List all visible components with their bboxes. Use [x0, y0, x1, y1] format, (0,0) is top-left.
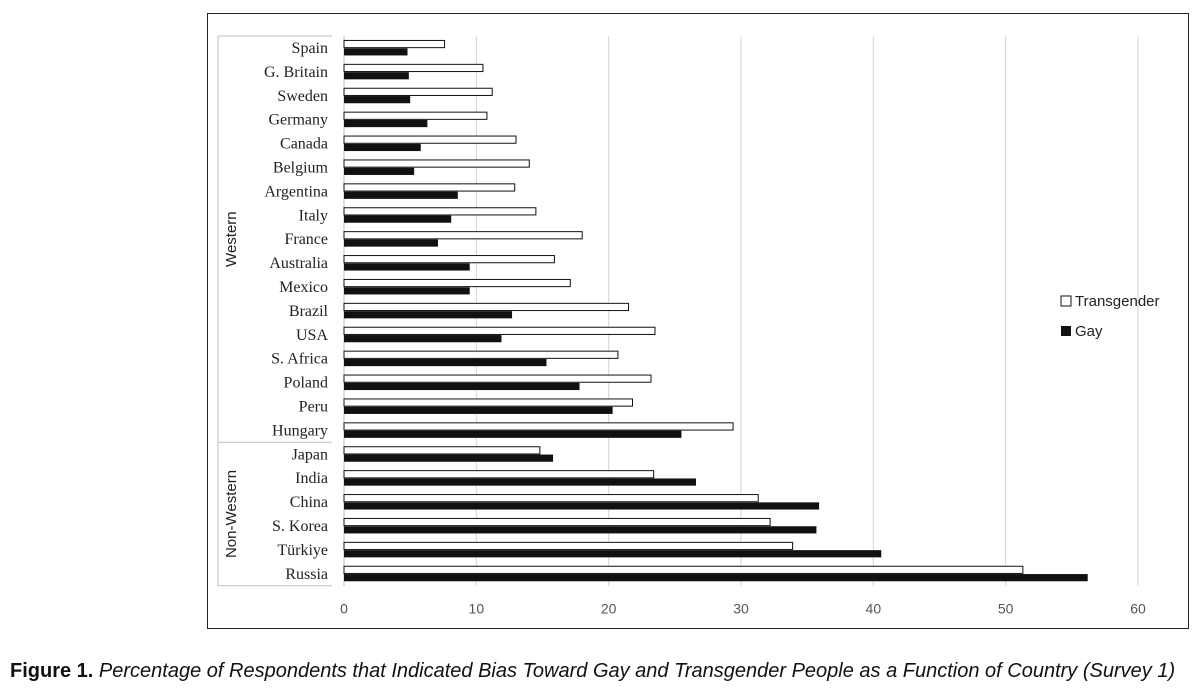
- group-label: Non-Western: [223, 470, 240, 558]
- category-label: Japan: [292, 446, 328, 463]
- bar-gay: [344, 454, 554, 462]
- category-label: Peru: [299, 398, 328, 415]
- bar-gay: [344, 96, 411, 104]
- category-label: USA: [296, 327, 328, 344]
- category-label: Australia: [269, 255, 328, 272]
- bar-transgender: [343, 207, 537, 216]
- bar-transgender: [343, 39, 446, 49]
- bar-chart: 0 10 20 30 40 50 60 Spain G. Britain Sweden German…: [217, 35, 1160, 617]
- bar-transgender: [343, 446, 541, 455]
- x-tick-label-50: 50: [998, 601, 1014, 617]
- bar-gay: [344, 72, 409, 80]
- category-label: Mexico: [279, 279, 328, 296]
- bar-transgender: [343, 63, 484, 73]
- legend-label-transgender: Transgender: [1075, 293, 1160, 310]
- category-label: Spain: [292, 40, 328, 57]
- bar-gay: [344, 406, 613, 414]
- caption-label: Figure 1.: [10, 660, 94, 682]
- category-label: China: [290, 494, 328, 511]
- bar-gay: [344, 311, 513, 319]
- category-label: Türkiye: [277, 542, 328, 559]
- chart-frame: 0 10 20 30 40 50 60 Spain G. Britain Sweden German…: [207, 13, 1189, 629]
- bar-transgender: [343, 87, 493, 96]
- category-label: France: [284, 231, 328, 248]
- category-label: Belgium: [273, 159, 329, 176]
- category-label: Italy: [299, 207, 328, 224]
- bar-gay: [344, 358, 547, 367]
- x-tick-label-10: 10: [469, 601, 485, 617]
- caption-text: Percentage of Respondents that Indicated…: [98, 660, 1176, 682]
- legend-label-gay: Gay: [1075, 323, 1103, 340]
- bar-gay: [344, 48, 408, 56]
- bar-gay: [344, 574, 1088, 582]
- bar-gay: [344, 478, 697, 486]
- legend-swatch-gay: [1061, 326, 1071, 336]
- category-label: Poland: [284, 375, 328, 392]
- bar-transgender: [343, 494, 759, 503]
- bar-gay: [344, 119, 428, 128]
- category-label: S. Korea: [272, 518, 328, 535]
- x-tick-label-30: 30: [733, 601, 749, 617]
- bar-gay: [344, 430, 682, 438]
- bar-gay: [344, 167, 415, 175]
- x-tick-label-40: 40: [866, 601, 882, 617]
- bar-transgender: [343, 517, 771, 527]
- bar-transgender: [343, 398, 633, 407]
- category-label: Sweden: [277, 88, 328, 105]
- bar-transgender: [343, 255, 555, 264]
- bar-gay: [344, 143, 421, 152]
- category-label: G. Britain: [264, 64, 328, 81]
- bar-gay: [344, 550, 882, 558]
- bar-gay: [344, 335, 502, 343]
- bar-gay: [344, 239, 438, 247]
- bar-transgender: [343, 541, 794, 551]
- bar-transgender: [343, 565, 1024, 574]
- bar-gay: [344, 526, 817, 534]
- x-tick-label-0: 0: [340, 601, 348, 617]
- x-tick-label-60: 60: [1130, 601, 1146, 617]
- bar-transgender: [343, 422, 734, 431]
- bar-transgender: [343, 111, 488, 120]
- bar-gay: [344, 215, 452, 223]
- bar-transgender: [343, 278, 571, 288]
- x-tick-label-20: 20: [601, 601, 617, 617]
- bar-transgender: [343, 159, 530, 168]
- bar-transgender: [343, 374, 652, 383]
- bar-transgender: [343, 135, 517, 144]
- bar-transgender: [343, 231, 583, 240]
- category-label: Argentina: [264, 183, 328, 200]
- bar-transgender: [343, 326, 656, 335]
- legend-swatch-transgender: [1060, 295, 1072, 307]
- category-label: India: [295, 470, 328, 487]
- category-label: S. Africa: [271, 351, 328, 368]
- category-label: Germany: [268, 112, 328, 129]
- bar-gay: [344, 263, 470, 271]
- bar-gay: [344, 191, 458, 199]
- category-label: Russia: [285, 566, 328, 583]
- category-label: Canada: [280, 136, 328, 153]
- bar-transgender: [343, 470, 655, 479]
- bar-gay: [344, 382, 580, 391]
- category-label: Brazil: [289, 303, 329, 320]
- bar-gay: [344, 287, 470, 295]
- figure-caption: Figure 1. Percentage of Respondents that…: [10, 660, 1195, 683]
- bar-transgender: [343, 350, 619, 359]
- bar-transgender: [343, 302, 630, 312]
- group-label: Western: [223, 211, 240, 267]
- category-label: Hungary: [272, 422, 328, 439]
- bar-gay: [344, 502, 820, 510]
- bar-transgender: [343, 183, 516, 192]
